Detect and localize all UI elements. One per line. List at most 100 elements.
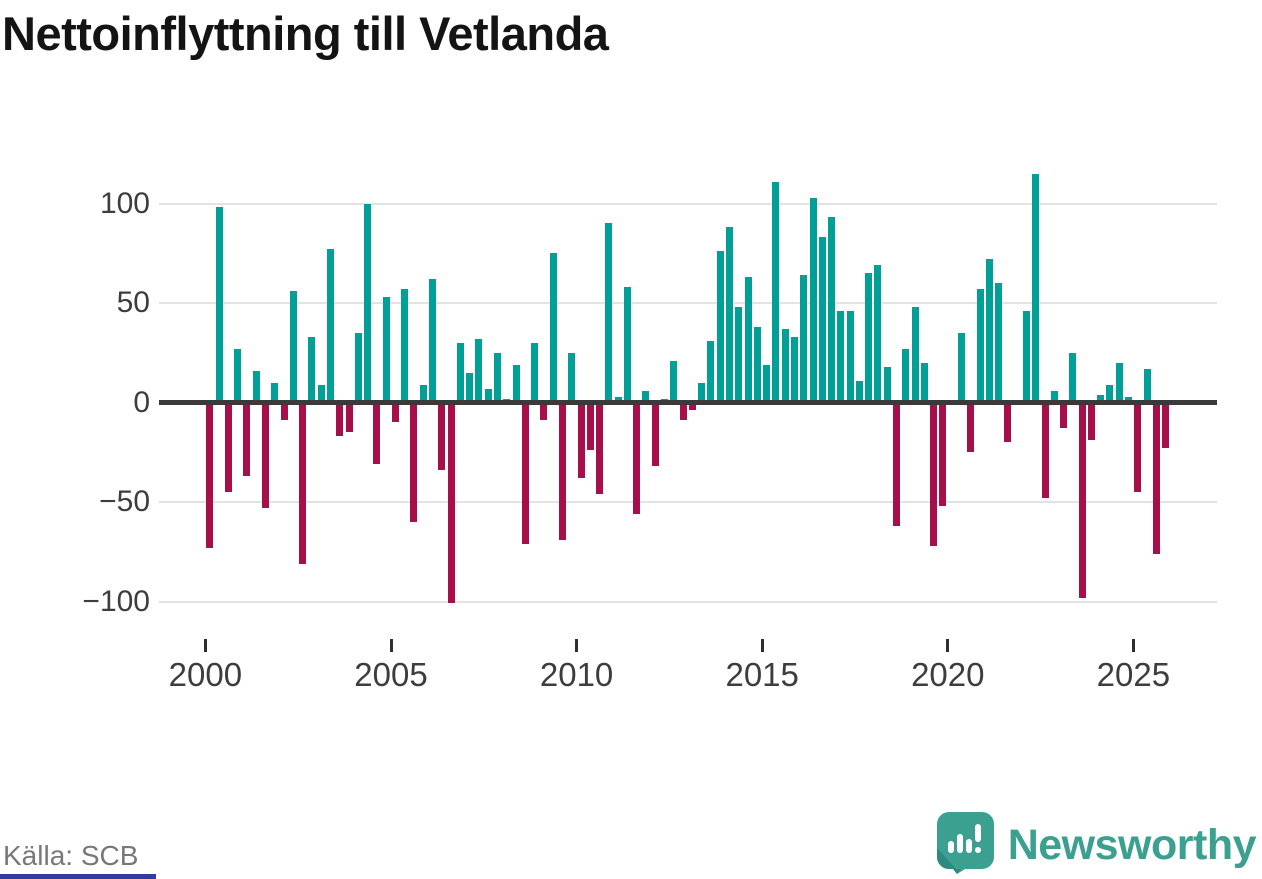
- bar-2013-q3: [707, 340, 715, 403]
- page-title: Nettoinflyttning till Vetlanda: [2, 7, 609, 60]
- x-tick-label: 2025: [1096, 656, 1171, 693]
- zero-axis-line: [159, 400, 1217, 405]
- y-tick-label: 100: [99, 186, 150, 220]
- y-tick-label: 0: [133, 385, 150, 419]
- bar-2018-q4: [902, 348, 910, 403]
- bar-2024-q3: [1115, 362, 1123, 403]
- bar-2022-q1: [1022, 310, 1030, 403]
- bar-2011-q3: [633, 402, 641, 514]
- bar-2025-q3: [1152, 402, 1160, 554]
- branding: Newsworthy: [936, 812, 1257, 879]
- bar-2012-q1: [651, 402, 659, 467]
- bar-2003-q2: [326, 249, 334, 403]
- bar-2018-q2: [883, 366, 891, 403]
- bar-2008-q4: [531, 342, 539, 403]
- bar-2010-q1: [577, 402, 585, 479]
- bar-2010-q2: [586, 402, 594, 451]
- bar-2007-q1: [466, 372, 474, 403]
- bar-2013-q4: [716, 251, 724, 403]
- bar-2015-q3: [781, 328, 789, 403]
- bar-2006-q1: [429, 279, 437, 403]
- bar-2001-q2: [252, 370, 260, 403]
- bar-2009-q1: [540, 402, 548, 421]
- x-tick-label: 2005: [354, 656, 428, 693]
- x-tick-mark: [946, 639, 950, 652]
- bar-2000-q4: [234, 348, 242, 403]
- bar-2021-q1: [985, 259, 993, 403]
- bar-2016-q2: [809, 197, 817, 403]
- bar-2022-q4: [1050, 390, 1058, 403]
- bar-2005-q1: [391, 402, 399, 423]
- gridline: [159, 202, 1217, 205]
- bar-2022-q2: [1032, 173, 1040, 403]
- bar-2011-q4: [642, 390, 650, 403]
- bar-2005-q3: [410, 402, 418, 522]
- bar-2012-q3: [670, 360, 678, 403]
- bar-2017-q2: [846, 310, 854, 403]
- bar-2016-q3: [818, 237, 826, 403]
- bar-2000-q2: [215, 207, 223, 403]
- bar-2005-q4: [419, 384, 427, 403]
- bar-2013-q2: [698, 382, 706, 403]
- bar-2022-q3: [1041, 402, 1049, 499]
- bar-2024-q1: [1097, 394, 1105, 403]
- bar-2006-q3: [447, 402, 455, 604]
- x-tick-mark: [203, 639, 207, 652]
- bar-2009-q3: [558, 402, 566, 540]
- bar-2002-q3: [299, 402, 307, 564]
- bar-2019-q4: [939, 402, 947, 506]
- bar-2023-q3: [1078, 402, 1086, 598]
- x-tick-mark: [760, 639, 764, 652]
- bar-2014-q3: [744, 277, 752, 403]
- bar-2008-q3: [521, 402, 529, 544]
- y-tick-label: −100: [82, 584, 150, 618]
- gridline: [159, 501, 1217, 503]
- bar-2004-q2: [364, 203, 372, 403]
- bar-2013-q1: [688, 402, 696, 411]
- bar-2007-q4: [493, 352, 501, 403]
- bar-2014-q4: [753, 326, 761, 403]
- bar-2021-q2: [995, 283, 1003, 403]
- bar-2009-q4: [568, 352, 576, 403]
- newsworthy-logo-icon: [936, 812, 994, 879]
- brand-wordmark: Newsworthy: [1007, 821, 1257, 869]
- x-tick-label: 2000: [168, 656, 243, 693]
- x-tick-label: 2015: [725, 656, 799, 693]
- x-tick-mark: [575, 639, 579, 652]
- bar-2015-q2: [772, 181, 780, 403]
- bar-2011-q2: [623, 287, 631, 403]
- x-tick-label: 2010: [539, 656, 614, 693]
- bar-2019-q1: [911, 306, 919, 403]
- bar-2001-q1: [243, 402, 251, 477]
- bar-2000-q3: [224, 402, 232, 493]
- bar-2025-q2: [1143, 368, 1151, 403]
- bar-2001-q3: [261, 402, 269, 508]
- bar-2004-q3: [373, 402, 381, 465]
- bar-2018-q1: [874, 265, 882, 403]
- y-tick-label: −50: [99, 485, 150, 518]
- bar-2018-q3: [893, 402, 901, 526]
- bar-2000-q1: [206, 402, 214, 548]
- bar-2024-q4: [1125, 396, 1133, 403]
- bar-2010-q4: [605, 223, 613, 403]
- bar-2015-q4: [790, 336, 798, 403]
- bar-2023-q4: [1087, 402, 1095, 441]
- y-tick-label: 50: [116, 286, 150, 319]
- bar-2016-q1: [800, 275, 808, 403]
- bar-2021-q3: [1004, 402, 1012, 443]
- bar-2004-q1: [354, 332, 362, 403]
- bar-2015-q1: [763, 364, 771, 403]
- bar-2002-q1: [280, 402, 288, 421]
- bar-2006-q2: [438, 402, 446, 471]
- bar-2010-q3: [596, 402, 604, 495]
- bar-2019-q3: [930, 402, 938, 546]
- bar-2014-q1: [725, 227, 733, 403]
- x-tick-mark: [389, 639, 393, 652]
- bar-2020-q3: [967, 402, 975, 453]
- bar-2011-q1: [614, 396, 622, 403]
- bar-2020-q4: [976, 289, 984, 403]
- bar-2004-q4: [382, 297, 390, 403]
- bar-2006-q4: [456, 342, 464, 403]
- bar-2017-q1: [837, 310, 845, 403]
- bar-2025-q1: [1134, 402, 1142, 493]
